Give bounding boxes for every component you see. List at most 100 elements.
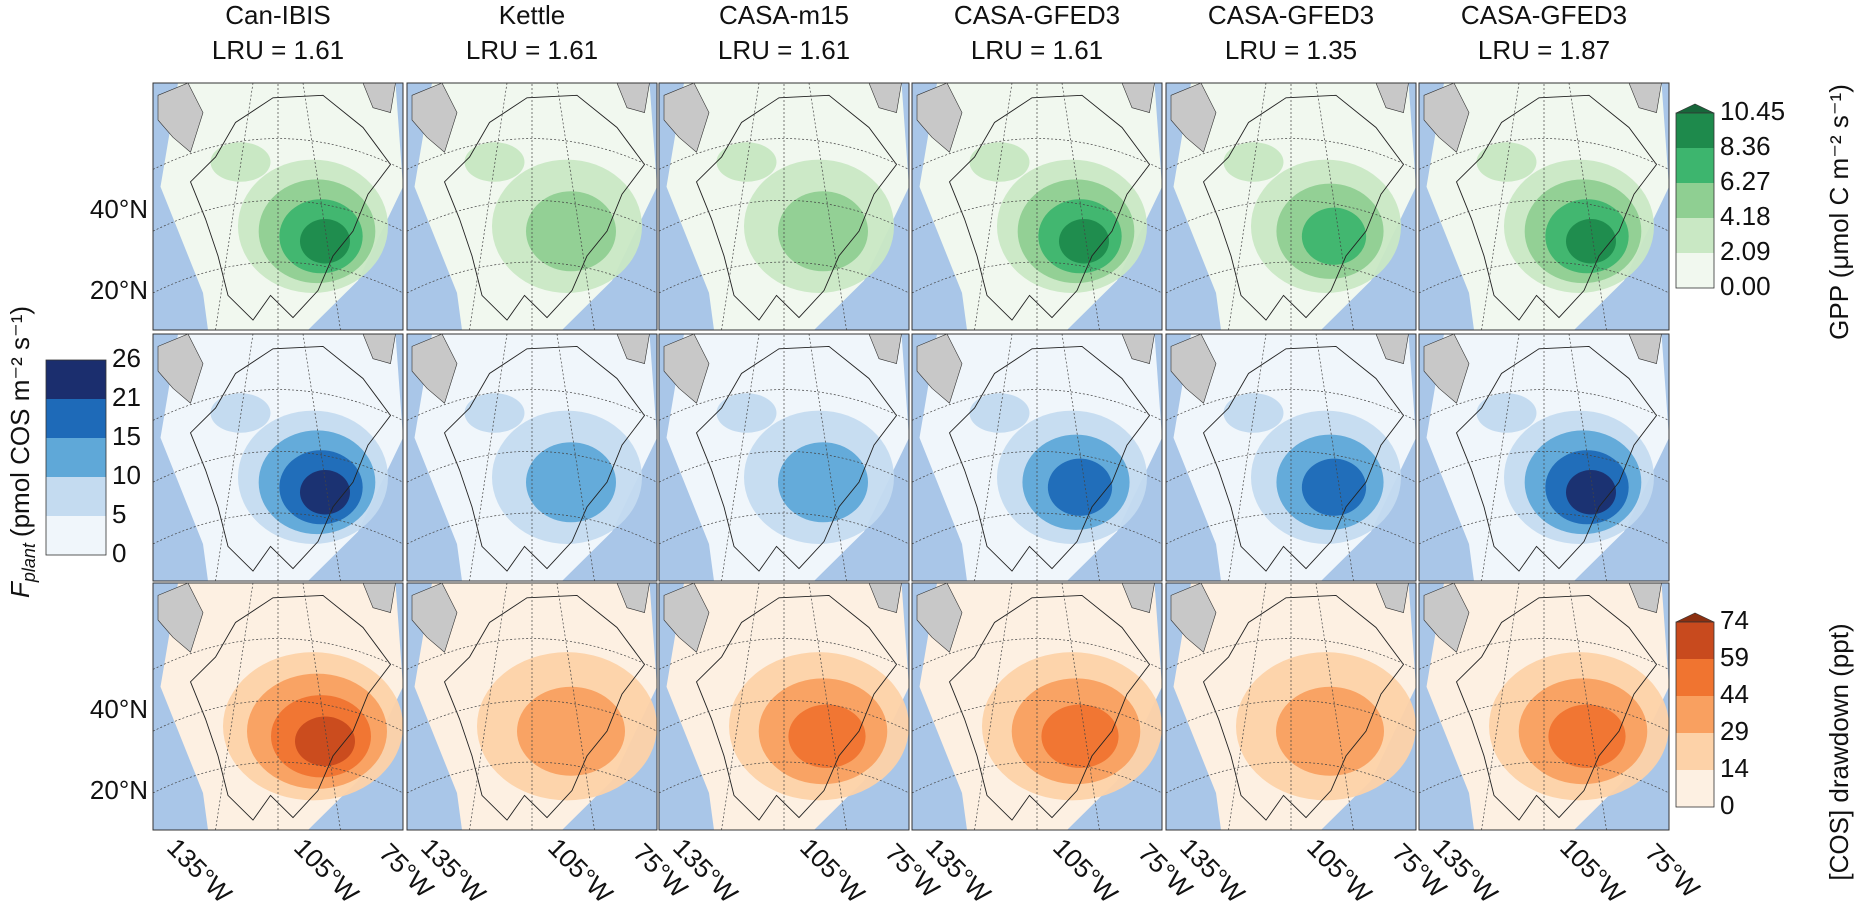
colorbar-tick: 0 [112,538,126,568]
map-content [153,583,403,830]
greenland [1121,583,1155,613]
greenland [1375,83,1409,113]
graticule [407,389,657,421]
map-content [153,83,403,330]
coastline [1202,94,1405,321]
lon-label: 105°W [1047,832,1124,909]
colorbar-tick: 21 [112,382,141,412]
graticule [153,138,403,170]
graticule [1419,761,1669,794]
alaska [411,334,458,404]
graticule [556,83,595,330]
graticule [407,761,657,794]
graticule [1166,261,1416,294]
column-lru: LRU = 1.61 [466,35,598,65]
map-content [1419,334,1669,581]
coastline [695,594,898,821]
field-north [1476,393,1537,433]
graticule [302,83,341,330]
field-north [464,393,525,433]
label-subscript: plant [19,542,39,583]
graticule [912,512,1162,545]
field-north [969,393,1030,433]
map-panel [1418,82,1670,331]
greenland [616,83,650,113]
colorbar-tick: 29 [1720,716,1749,746]
field-north [716,142,777,182]
graticule [215,83,254,330]
gpp-label: GPP (μmol C m⁻² s⁻¹) [1824,84,1854,340]
graticule [1061,583,1100,830]
greenland [616,334,650,364]
colorbar-tick: 26 [112,343,141,373]
colorbar-frame [45,359,107,556]
alaska [663,334,710,404]
field-north [969,142,1030,182]
field-level [1301,207,1367,265]
colorbar-tick: 0.00 [1720,271,1771,301]
lat-label: 20°N [90,775,148,805]
colorbar-band [1676,659,1714,696]
column-model: Can-IBIS [225,0,331,30]
graticule [153,389,403,421]
panel-frame [911,582,1163,831]
colorbar-tick: 10 [112,460,141,490]
graticule [1061,334,1100,581]
colorbar-tick: 8.36 [1720,131,1771,161]
field-level [517,686,625,776]
lon-label: 105°W [542,832,619,909]
coastline [948,345,1151,572]
map-panel [658,582,910,831]
map-content [407,334,657,581]
map-panel [1418,333,1670,582]
lon-label: 75°W [1639,837,1706,904]
colorbar-band [46,360,106,399]
field-level [778,191,868,272]
field-level [1059,219,1109,264]
column-lru: LRU = 1.87 [1478,35,1610,65]
map-content [407,83,657,330]
graticule [215,583,254,830]
colorbar-frame [1675,112,1715,289]
field-north [1476,142,1537,182]
map-content [912,583,1162,830]
graticule [808,83,847,330]
greenland [1628,583,1662,613]
graticule [1315,334,1354,581]
greenland [1628,334,1662,364]
graticule [974,583,1013,830]
graticule [1568,334,1607,581]
panel-frame [911,333,1163,582]
greenland [868,583,902,613]
alaska [1170,583,1217,653]
graticule [302,583,341,830]
greenland [868,334,902,364]
column-lru: LRU = 1.61 [971,35,1103,65]
alaska [663,83,710,153]
field-north [1223,142,1284,182]
panel-frame [152,333,404,582]
map-content [1419,583,1669,830]
field-level [300,470,350,515]
panel-frame [1165,333,1417,582]
map-panel [152,82,404,331]
coastline [189,594,392,821]
lon-label: 105°W [288,832,365,909]
graticule [1061,83,1100,330]
map-content [1419,83,1669,330]
field-north [1223,393,1284,433]
greenland [362,583,396,613]
graticule [1481,83,1520,330]
colorbar-band [1676,253,1714,288]
panel-frame [658,333,910,582]
map-panel [911,82,1163,331]
colorbar-tick: 0 [1720,790,1734,820]
graticule [469,334,508,581]
coastline [948,94,1151,321]
field-level [1548,704,1626,769]
map-content [659,334,909,581]
map-panel [406,333,658,582]
lat-label: 20°N [90,275,148,305]
map-panel [406,82,658,331]
map-panel [152,333,404,582]
